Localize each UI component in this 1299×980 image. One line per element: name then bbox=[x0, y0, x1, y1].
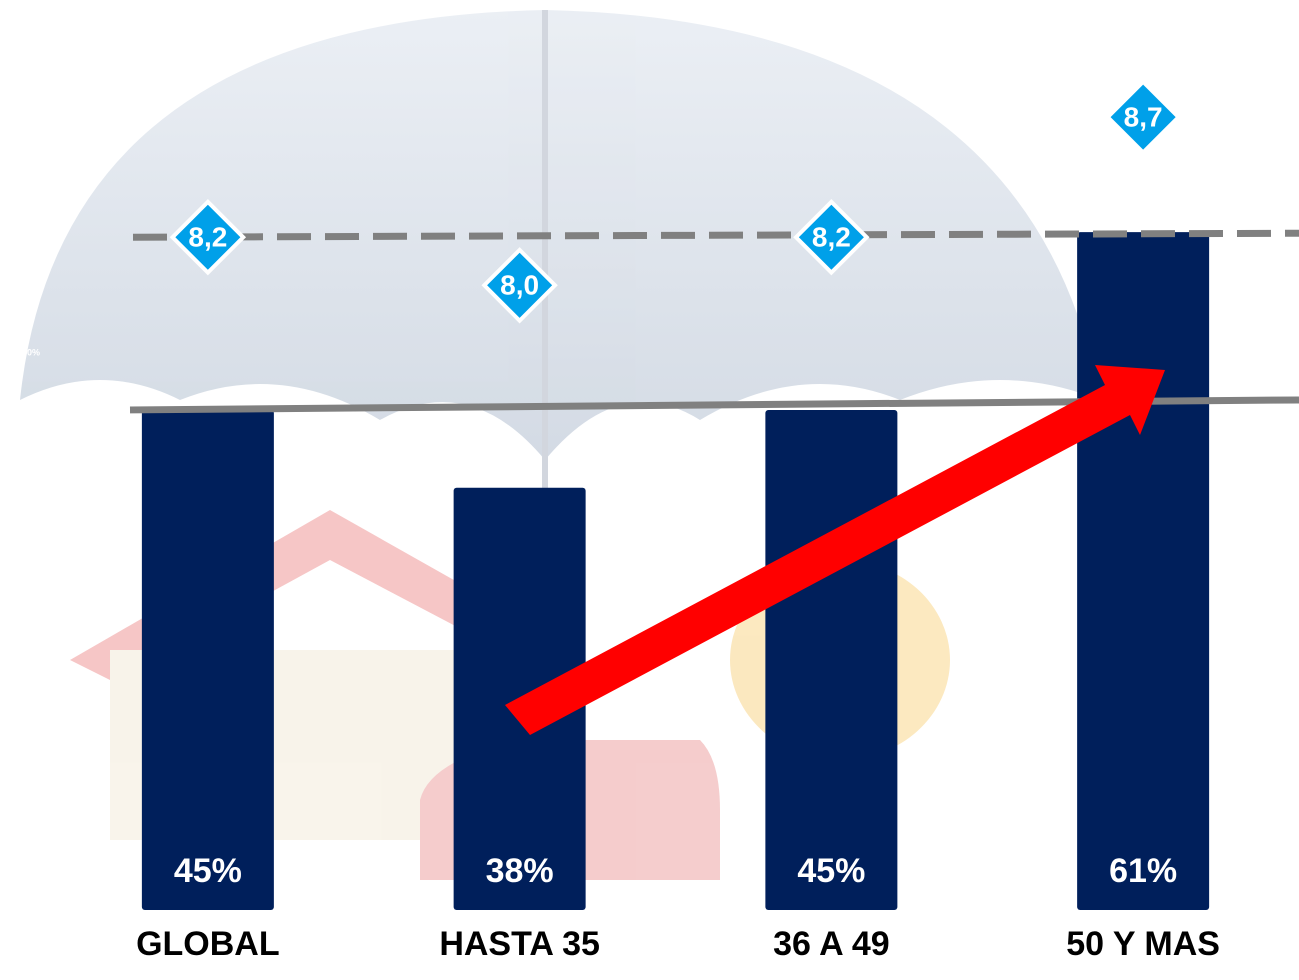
bar bbox=[765, 409, 898, 910]
bar bbox=[1077, 232, 1210, 910]
score-label: 8,7 bbox=[1124, 101, 1163, 132]
reference-line bbox=[132, 229, 1299, 241]
score-marker bbox=[481, 247, 558, 324]
value-label: 61% bbox=[1109, 852, 1177, 890]
score-label: 8,2 bbox=[812, 222, 851, 253]
score-label: 8,0 bbox=[500, 270, 539, 301]
x-tick-label: GLOBAL bbox=[136, 925, 280, 963]
trend-arrow bbox=[505, 365, 1165, 735]
score-marker bbox=[793, 199, 870, 276]
x-tick-label: HASTA 35 bbox=[439, 925, 600, 963]
value-label: 38% bbox=[486, 852, 554, 890]
bar bbox=[141, 409, 274, 910]
x-tick-label: 50 Y MAS bbox=[1066, 925, 1220, 963]
score-marker bbox=[169, 199, 247, 276]
score-label: 8,2 bbox=[188, 222, 227, 253]
value-label: 45% bbox=[797, 852, 865, 890]
x-tick-label: 36 A 49 bbox=[773, 925, 890, 963]
score-marker bbox=[1104, 78, 1182, 156]
value-label: 45% bbox=[174, 852, 242, 890]
annotation: 50% bbox=[22, 347, 40, 357]
